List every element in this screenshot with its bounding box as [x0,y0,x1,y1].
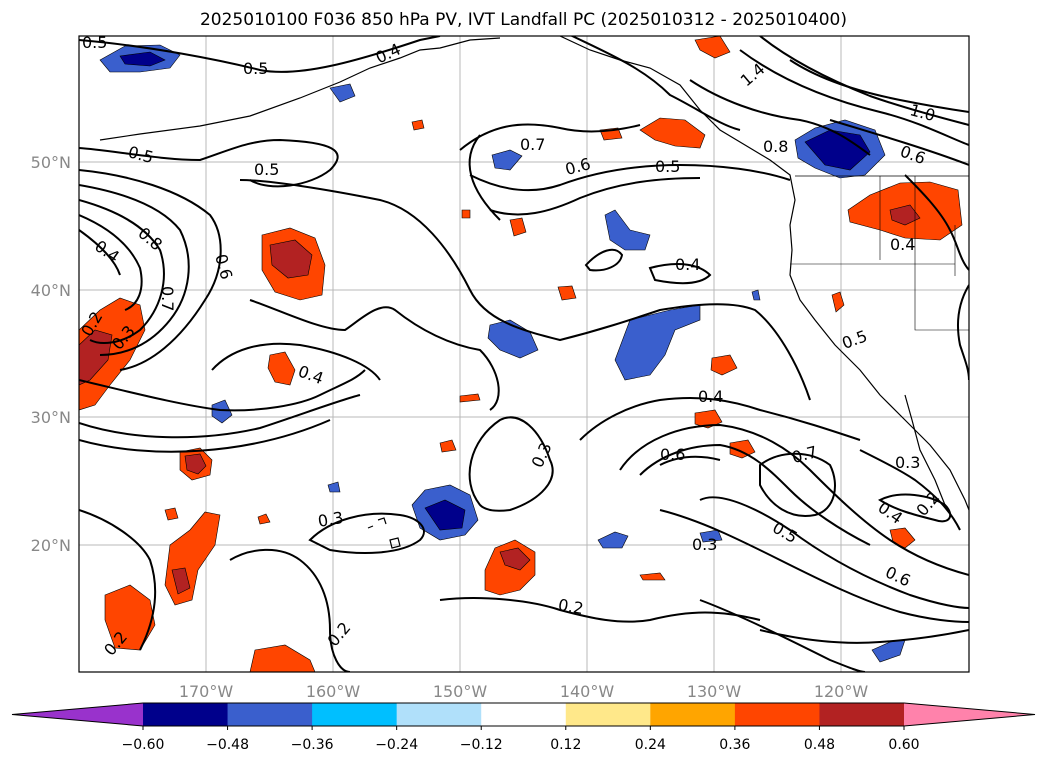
contour-label: 0.8 [763,137,788,156]
colorbar-extend-min [12,703,143,726]
map-title: 2025010100 F036 850 hPa PV, IVT Landfall… [199,10,847,30]
colorbar-segment [312,703,398,726]
negative-pv-patches [99,44,906,663]
contour-central-04 [239,179,811,401]
neg-pv-patch-central [614,304,701,381]
contour-label: 0.7 [520,135,545,154]
lat-tick-label: 40°N [31,281,71,300]
colorbar-tick-label: −0.60 [122,737,165,753]
contour-label: 0.5 [243,59,268,78]
colorbar-segment [481,703,567,726]
colorbar-segment [819,703,905,726]
map-panel: 0.5 0.4 0.5 0.5 0.5 0.7 0.6 0.5 0.8 0.6 … [79,33,969,672]
contour-label: 0.2 [557,595,585,618]
contour-label: 0.4 [675,255,700,274]
colorbar-tick-label: 0.60 [888,737,919,753]
alaska-coast [99,37,501,141]
colorbar-segment [734,703,820,726]
pv-contours [79,36,969,672]
colorbar-tick-label: −0.12 [460,737,503,753]
contour-label: 0.5 [82,33,107,52]
colorbar-tick-label: 0.24 [635,737,666,753]
contour-top-left [79,36,441,73]
lat-tick-label: 50°N [31,153,71,172]
lon-tick-label: 130°W [687,682,742,701]
coastlines [99,36,969,549]
contour-label: 0.3 [316,508,344,531]
colorbar-segment [227,703,313,726]
lat-tick-label: 20°N [31,536,71,555]
colorbar-tick-label: 0.48 [804,737,835,753]
colorbar-tick-labels: −0.60 −0.48 −0.36 −0.24 −0.12 0.12 0.24 0.36 0.4… [122,726,920,753]
colorbar-segment [143,703,229,726]
contour-label: 0.3 [895,453,920,472]
colorbar-segment [396,703,482,726]
map-frame [78,35,970,673]
colorbar-tick-label: −0.24 [375,737,418,753]
contour-0-6-east [619,423,969,576]
contour-label: 0.3 [692,535,717,554]
positive-pv-patches [79,36,963,672]
colorbar-tick-label: −0.48 [206,737,249,753]
longitude-tick-labels: 170°W 160°W 150°W 140°W 130°W 120°W [179,682,869,701]
contour-label: 0.7 [158,286,177,311]
contour-label: 0.5 [655,157,680,176]
colorbar-segments [11,702,1036,727]
colorbar-segment [650,703,736,726]
contour-0-3-hawaii [308,512,425,554]
pv-patch-pnw [639,117,706,149]
lon-tick-label: 140°W [560,682,615,701]
lon-tick-label: 160°W [306,682,361,701]
contour-0-4-west [79,369,366,412]
colorbar-tick-label: 0.12 [550,737,581,753]
contour-label: 0.6 [660,445,685,464]
lat-tick-label: 30°N [31,408,71,427]
colorbar-extend-max [904,703,1035,726]
hawaii-islands [367,517,401,549]
lon-tick-label: 120°W [814,682,869,701]
colorbar-tick-label: −0.36 [291,737,334,753]
colorbar: −0.60 −0.48 −0.36 −0.24 −0.12 0.12 0.24 0.36 0.4… [11,702,1036,753]
contour-0-7 [459,123,641,151]
lon-tick-label: 170°W [179,682,234,701]
lon-tick-label: 150°W [433,682,488,701]
colorbar-segment [565,703,651,726]
contour-label: 0.4 [698,387,723,406]
latitude-tick-labels: 50°N 40°N 30°N 20°N [31,153,71,555]
contour-label: 0.4 [890,235,915,254]
colorbar-tick-label: 0.36 [719,737,750,753]
contour-label: 0.5 [254,160,279,179]
contour-label-group: 0.5 0.4 0.5 0.5 0.5 0.7 0.6 0.5 0.8 0.6 … [79,33,943,659]
